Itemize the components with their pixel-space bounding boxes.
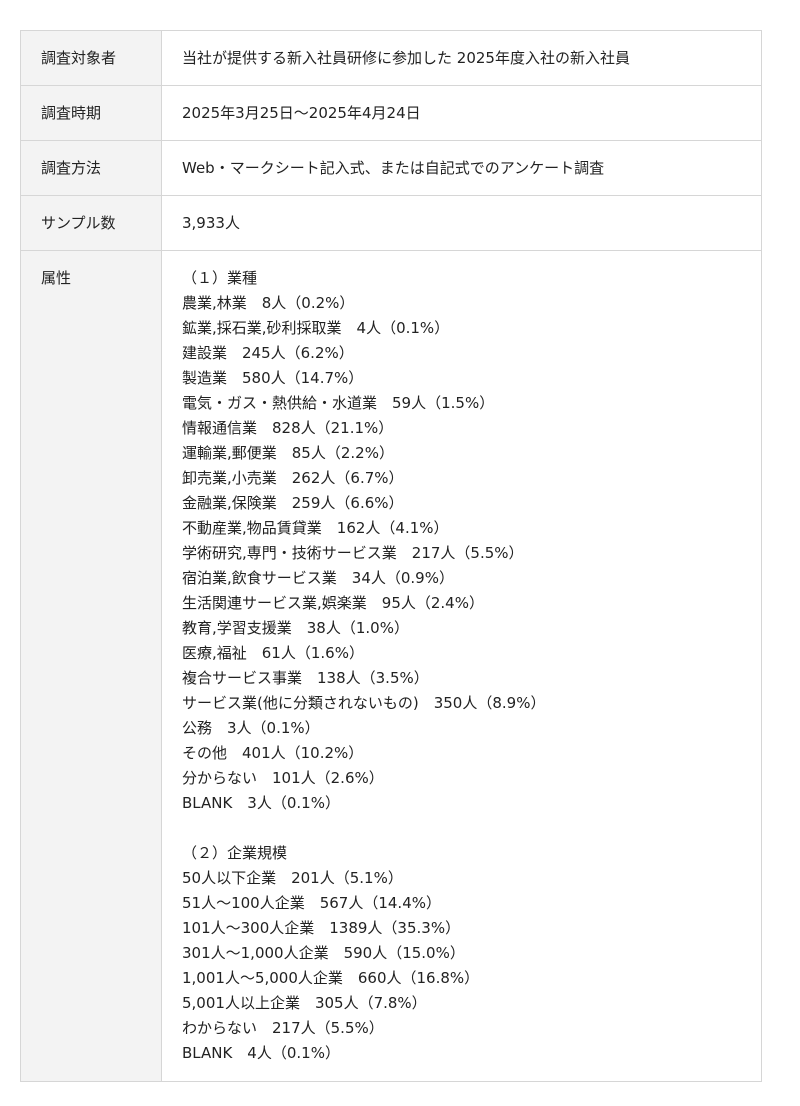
company-size-heading: （２）企業規模: [182, 844, 288, 862]
industry-item: サービス業(他に分類されないもの) 350人（8.9%）: [182, 694, 546, 712]
industry-item: 生活関連サービス業,娯楽業 95人（2.4%）: [182, 594, 484, 612]
row-label-cell: 属性: [20, 250, 162, 1082]
row-label: 調査方法: [41, 159, 102, 177]
company-size-item: 50人以下企業 201人（5.1%）: [182, 869, 403, 887]
row-label-cell: 調査方法: [20, 140, 162, 196]
company-size-list: 50人以下企業 201人（5.1%） 51人～100人企業 567人（14.4%）…: [182, 866, 741, 1066]
industry-item: 建設業 245人（6.2%）: [182, 344, 354, 362]
row-label-cell: 調査対象者: [20, 30, 162, 86]
company-size-item: わからない 217人（5.5%）: [182, 1019, 384, 1037]
row-value: 3,933人: [182, 214, 240, 232]
industry-item: 製造業 580人（14.7%）: [182, 369, 364, 387]
attributes-label: 属性: [41, 269, 72, 287]
row-label-cell: サンプル数: [20, 195, 162, 251]
row-value-cell: Web・マークシート記入式、または自記式でのアンケート調査: [161, 140, 762, 196]
industry-item: 医療,福祉 61人（1.6%）: [182, 644, 364, 662]
survey-overview-table: 調査対象者 当社が提供する新入社員研修に参加した 2025年度入社の新入社員 調…: [20, 30, 762, 1082]
industry-item: 金融業,保険業 259人（6.6%）: [182, 494, 404, 512]
industry-item: 学術研究,専門・技術サービス業 217人（5.5%）: [182, 544, 524, 562]
industry-item: BLANK 3人（0.1%）: [182, 794, 340, 812]
row-value: 当社が提供する新入社員研修に参加した 2025年度入社の新入社員: [182, 49, 630, 67]
row-label: 調査対象者: [41, 49, 117, 67]
company-size-item: 101人～300人企業 1389人（35.3%）: [182, 919, 461, 937]
industry-list: 農業,林業 8人（0.2%） 鉱業,採石業,砂利採取業 4人（0.1%） 建設業 2…: [182, 291, 741, 816]
industry-item: 運輸業,郵便業 85人（2.2%）: [182, 444, 394, 462]
row-value-cell: 2025年3月25日～2025年4月24日: [161, 85, 762, 141]
row-value: Web・マークシート記入式、または自記式でのアンケート調査: [182, 159, 605, 177]
company-size-item: 51人～100人企業 567人（14.4%）: [182, 894, 441, 912]
table-row-attributes: 属性 （１）業種 農業,林業 8人（0.2%） 鉱業,採石業,砂利採取業 4人（0…: [20, 250, 762, 1082]
row-label: サンプル数: [41, 214, 116, 232]
table-row-method: 調査方法 Web・マークシート記入式、または自記式でのアンケート調査: [20, 140, 762, 196]
row-value-cell: 当社が提供する新入社員研修に参加した 2025年度入社の新入社員: [161, 30, 762, 86]
company-size-item: 5,001人以上企業 305人（7.8%）: [182, 994, 427, 1012]
row-label-cell: 調査時期: [20, 85, 162, 141]
industry-item: 宿泊業,飲食サービス業 34人（0.9%）: [182, 569, 454, 587]
table-row-sample-size: サンプル数 3,933人: [20, 195, 762, 251]
industry-item: 情報通信業 828人（21.1%）: [182, 419, 394, 437]
table-row-target: 調査対象者 当社が提供する新入社員研修に参加した 2025年度入社の新入社員: [20, 30, 762, 86]
attributes-value-cell: （１）業種 農業,林業 8人（0.2%） 鉱業,採石業,砂利採取業 4人（0.1%…: [161, 250, 762, 1082]
industry-item: 教育,学習支援業 38人（1.0%）: [182, 619, 409, 637]
company-size-item: 1,001人～5,000人企業 660人（16.8%）: [182, 969, 480, 987]
industry-item: 卸売業,小売業 262人（6.7%）: [182, 469, 404, 487]
company-size-item: BLANK 4人（0.1%）: [182, 1044, 340, 1062]
section-spacer: [182, 816, 741, 841]
industry-item: 鉱業,採石業,砂利採取業 4人（0.1%）: [182, 319, 450, 337]
industry-item: 公務 3人（0.1%）: [182, 719, 320, 737]
industry-item: 不動産業,物品賃貸業 162人（4.1%）: [182, 519, 449, 537]
industry-item: 農業,林業 8人（0.2%）: [182, 294, 355, 312]
industry-item: 電気・ガス・熱供給・水道業 59人（1.5%）: [182, 394, 495, 412]
company-size-item: 301人～1,000人企業 590人（15.0%）: [182, 944, 465, 962]
industry-item: 分からない 101人（2.6%）: [182, 769, 384, 787]
table-row-period: 調査時期 2025年3月25日～2025年4月24日: [20, 85, 762, 141]
industry-item: 複合サービス事業 138人（3.5%）: [182, 669, 429, 687]
row-value: 2025年3月25日～2025年4月24日: [182, 104, 421, 122]
industry-heading: （１）業種: [182, 269, 258, 287]
row-value-cell: 3,933人: [161, 195, 762, 251]
industry-item: その他 401人（10.2%）: [182, 744, 364, 762]
attributes-content: （１）業種 農業,林業 8人（0.2%） 鉱業,採石業,砂利採取業 4人（0.1%…: [162, 251, 761, 1081]
row-label: 調査時期: [41, 104, 102, 122]
